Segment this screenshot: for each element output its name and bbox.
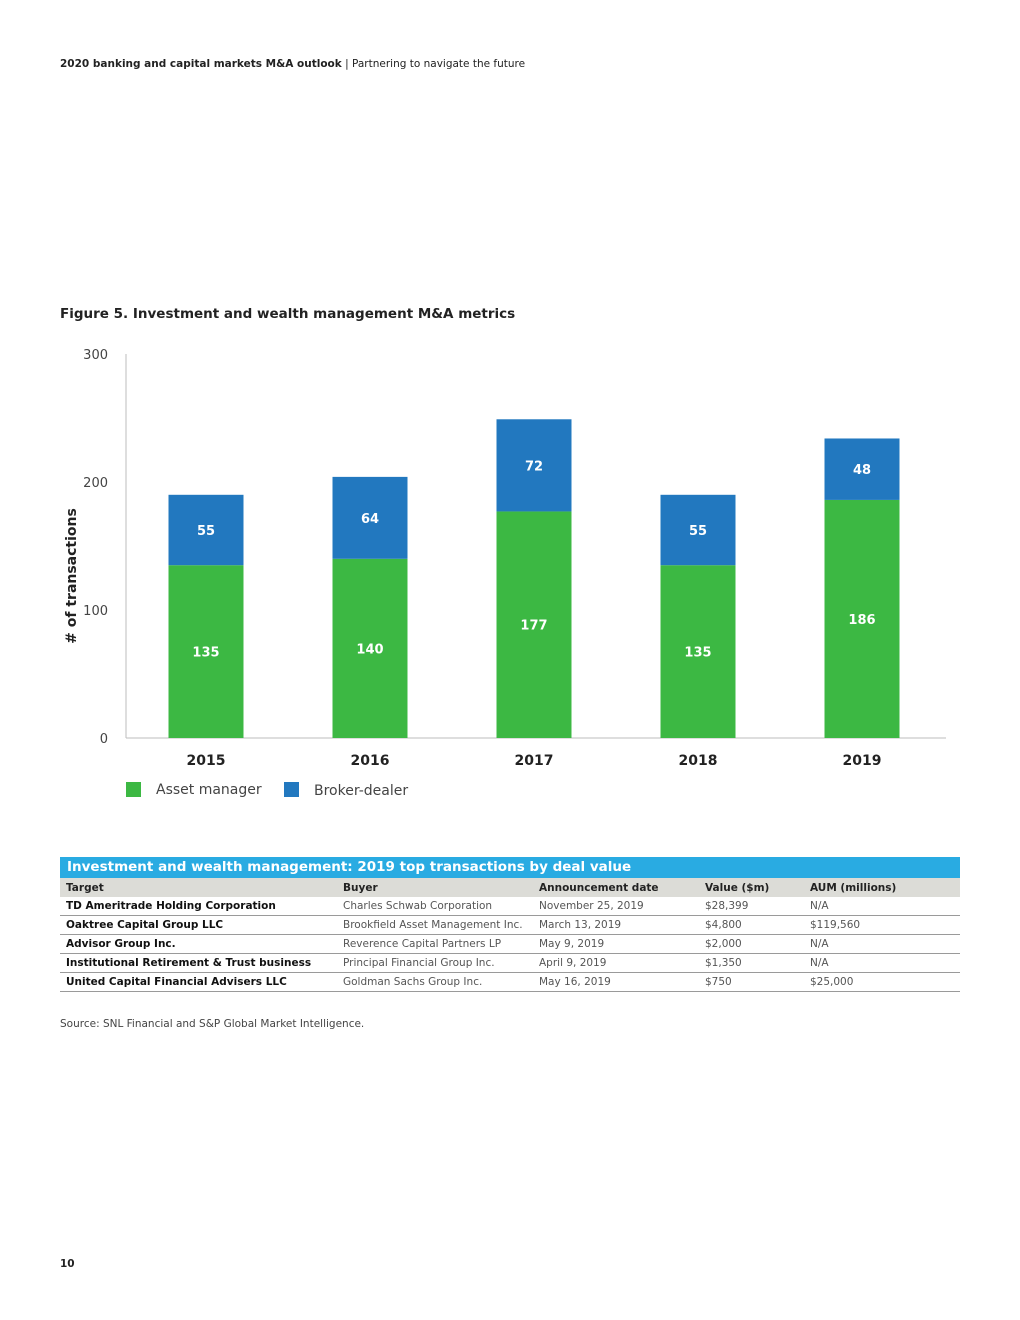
legend-swatch [284, 782, 299, 797]
col-header-value: Value ($m) [699, 878, 804, 897]
x-tick-label: 2016 [351, 753, 390, 769]
cell-aum: N/A [804, 934, 960, 954]
bar-segment [168, 494, 244, 566]
cell-buyer: Goldman Sachs Group Inc. [337, 972, 533, 992]
legend-label: Broker-dealer [314, 783, 408, 799]
cell-target: Institutional Retirement & Trust busines… [60, 953, 337, 973]
bar-segment [824, 438, 900, 500]
cell-aum: $25,000 [804, 972, 960, 992]
legend-swatch [126, 782, 141, 797]
bar-segment [332, 558, 408, 738]
cell-value: $1,350 [699, 953, 804, 973]
figure-title: Figure 5. Investment and wealth manageme… [60, 306, 516, 322]
cell-aum: N/A [804, 953, 960, 973]
bar-segment [660, 494, 736, 566]
bar-segment [332, 476, 408, 559]
data-label: 55 [689, 524, 707, 539]
data-label: 177 [520, 619, 547, 634]
data-label: 186 [848, 613, 875, 628]
x-tick-label: 2019 [843, 753, 882, 769]
y-tick-label: 0 [100, 732, 108, 747]
table-row: United Capital Financial Advisers LLC Gol… [60, 972, 960, 992]
header-title: 2020 banking and capital markets M&A out… [60, 58, 342, 70]
cell-announcement-date: April 9, 2019 [533, 953, 699, 973]
cell-target: TD Ameritrade Holding Corporation [60, 897, 337, 916]
header-subtitle: Partnering to navigate the future [352, 58, 526, 70]
header-separator: | [345, 58, 349, 70]
col-header-aum: AUM (millions) [804, 878, 960, 897]
cell-aum: N/A [804, 897, 960, 916]
cell-value: $4,800 [699, 915, 804, 935]
cell-target: United Capital Financial Advisers LLC [60, 972, 337, 992]
cell-target: Advisor Group Inc. [60, 934, 337, 954]
cell-announcement-date: March 13, 2019 [533, 915, 699, 935]
bar-segment [824, 499, 900, 738]
table-row: Institutional Retirement & Trust busines… [60, 953, 960, 973]
x-tick-label: 2015 [187, 753, 226, 769]
x-tick-label: 2018 [679, 753, 718, 769]
cell-announcement-date: November 25, 2019 [533, 897, 699, 916]
cell-buyer: Reverence Capital Partners LP [337, 934, 533, 954]
data-label: 48 [853, 463, 871, 478]
cell-value: $28,399 [699, 897, 804, 916]
cell-announcement-date: May 9, 2019 [533, 934, 699, 954]
cell-buyer: Principal Financial Group Inc. [337, 953, 533, 973]
cell-buyer: Brookfield Asset Management Inc. [337, 915, 533, 935]
table-row: TD Ameritrade Holding Corporation Charles… [60, 897, 960, 916]
data-label: 135 [684, 646, 711, 661]
table-title: Investment and wealth management: 2019 t… [60, 857, 960, 878]
table-row: Advisor Group Inc. Reverence Capital Part… [60, 934, 960, 954]
col-header-buyer: Buyer [337, 878, 533, 897]
data-label: 140 [356, 642, 383, 657]
source-note: Source: SNL Financial and S&P Global Mar… [60, 1018, 365, 1030]
cell-announcement-date: May 16, 2019 [533, 972, 699, 992]
bar-segment [496, 419, 572, 512]
data-label: 135 [192, 646, 219, 661]
cell-value: $2,000 [699, 934, 804, 954]
page-number: 10 [60, 1258, 75, 1270]
data-label: 72 [525, 459, 543, 474]
bar-segment [496, 511, 572, 738]
cell-value: $750 [699, 972, 804, 992]
legend-label: Asset manager [156, 782, 262, 798]
y-tick-label: 200 [83, 476, 108, 491]
cell-buyer: Charles Schwab Corporation [337, 897, 533, 916]
x-tick-label: 2017 [515, 753, 554, 769]
y-axis-label: # of transactions [64, 508, 80, 644]
data-label: 64 [361, 512, 379, 527]
bar-segment [660, 565, 736, 738]
cell-aum: $119,560 [804, 915, 960, 935]
running-header: 2020 banking and capital markets M&A out… [60, 58, 525, 70]
transactions-table: Target Buyer Announcement date Value ($m… [60, 878, 960, 992]
data-label: 55 [197, 524, 215, 539]
col-header-announcement-date: Announcement date [533, 878, 699, 897]
y-tick-label: 300 [83, 348, 108, 363]
y-tick-label: 100 [83, 604, 108, 619]
cell-target: Oaktree Capital Group LLC [60, 915, 337, 935]
col-header-target: Target [60, 878, 337, 897]
table-row: Oaktree Capital Group LLC Brookfield Asse… [60, 915, 960, 935]
bar-segment [168, 565, 244, 738]
table-header-row: Target Buyer Announcement date Value ($m… [60, 878, 960, 897]
stacked-bar-chart: 0 100 200 300 # of transactions 135 55 2015 140 6… [64, 348, 946, 799]
